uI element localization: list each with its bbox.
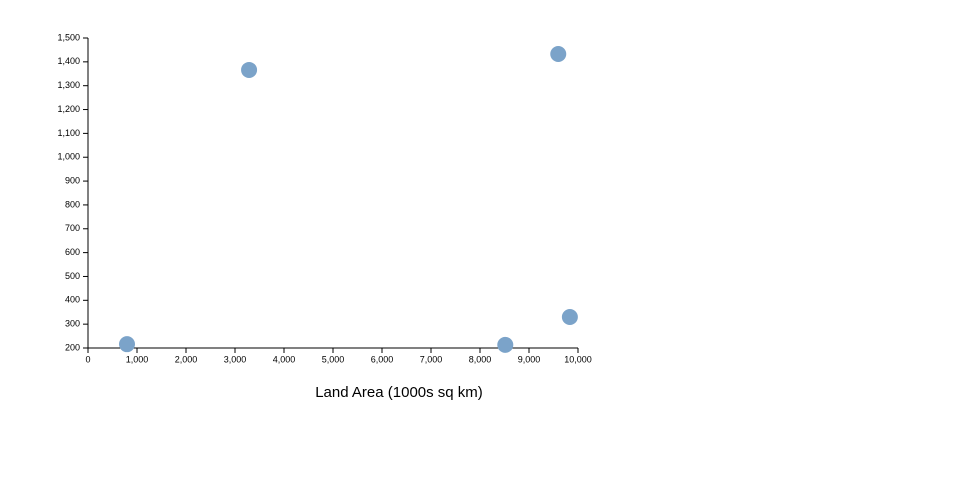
y-tick-label: 1,200 xyxy=(57,104,80,114)
x-tick-label: 9,000 xyxy=(518,354,541,364)
y-tick-label: 1,000 xyxy=(57,152,80,162)
point xyxy=(241,61,258,78)
x-tick-label: 3,000 xyxy=(224,354,247,364)
x-tick-label: 8,000 xyxy=(469,354,492,364)
y-tick-label: 1,500 xyxy=(57,32,80,42)
y-tick-label: 600 xyxy=(65,247,80,257)
x-tick-label: 0 xyxy=(85,354,90,364)
x-tick-label: 5,000 xyxy=(322,354,345,364)
y-tick-label: 1,300 xyxy=(57,80,80,90)
point xyxy=(119,336,136,353)
point xyxy=(497,336,514,353)
y-tick-label: 200 xyxy=(65,342,80,352)
point xyxy=(561,309,578,325)
y-tick-label: 1,100 xyxy=(57,128,80,138)
y-tick-label: 300 xyxy=(65,319,80,329)
x-tick-label: 6,000 xyxy=(371,354,394,364)
x-axis-label: Land Area (1000s sq km) xyxy=(315,384,483,401)
x-tick-label: 2,000 xyxy=(175,354,198,364)
x-tick-label: 7,000 xyxy=(420,354,443,364)
y-tick-label: 800 xyxy=(65,199,80,209)
y-tick-label: 900 xyxy=(65,175,80,185)
y-tick-label: 1,400 xyxy=(57,56,80,66)
x-tick-label: 4,000 xyxy=(273,354,296,364)
y-tick-label: 400 xyxy=(65,295,80,305)
point xyxy=(550,45,567,62)
y-tick-label: 700 xyxy=(65,223,80,233)
x-tick-label: 1,000 xyxy=(126,354,149,364)
x-tick-label: 10,000 xyxy=(564,354,592,364)
y-tick-label: 500 xyxy=(65,271,80,281)
